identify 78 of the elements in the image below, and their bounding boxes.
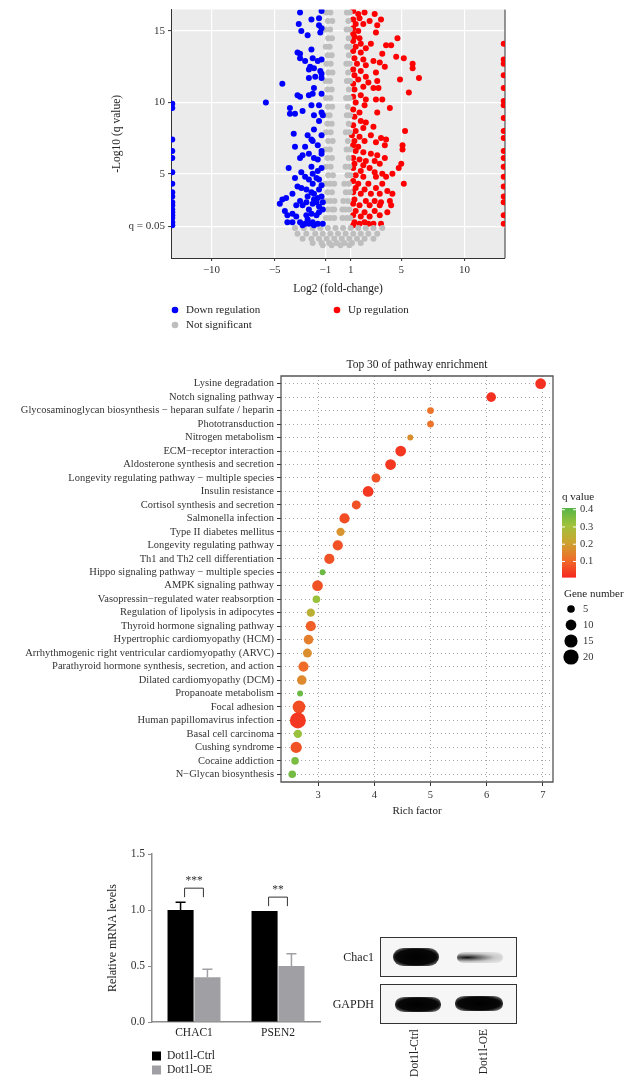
- x-tick-label: 7: [540, 789, 546, 801]
- y-tick-label: Regulation of lipolysis in adipocytes: [120, 606, 274, 618]
- category-label: GAPDH: [332, 997, 374, 1011]
- chart-title: Top 30 of pathway enrichment: [346, 358, 489, 372]
- y-tick-label: Vasopressin−regulated water reabsorption: [97, 592, 275, 604]
- legend-label: 15: [583, 634, 594, 646]
- y-tick-label: Dilated cardiomyopathy (DCM): [138, 673, 275, 686]
- y-tick-label: 1.0: [130, 903, 146, 916]
- x-tick-label: PSEN2: [261, 1025, 296, 1038]
- color-bar-label: 0.4: [580, 503, 594, 515]
- x-axis-title: Rich factor: [392, 804, 442, 817]
- x-tick-label: −1: [319, 263, 332, 276]
- y-tick-label: Longevity regulating pathway − multiple species: [68, 471, 274, 483]
- y-tick-label: 10: [154, 95, 166, 108]
- legend-label: 10: [583, 618, 594, 630]
- category-label: Dot1l-OE: [475, 1029, 490, 1075]
- x-tick-label: 4: [371, 789, 378, 801]
- y-tick-label: 1.5: [130, 847, 146, 860]
- x-tick-label: 6: [484, 789, 490, 801]
- color-bar-label: 0.3: [580, 520, 594, 532]
- x-tick-label: CHAC1: [175, 1025, 214, 1038]
- legend-label: Up regulation: [348, 302, 410, 315]
- category-label: Chac1: [343, 950, 374, 964]
- y-tick-label: Hypertrophic cardiomyopathy (HCM): [113, 633, 275, 646]
- x-tick-label: −5: [268, 263, 282, 276]
- y-tick-label: Longevity regulating pathway: [147, 539, 275, 551]
- legend-label: Not significant: [186, 317, 252, 330]
- x-tick-label: 3: [315, 789, 321, 801]
- y-tick-label: Aldosterone synthesis and secretion: [123, 458, 275, 470]
- y-axis-title: Relative mRNA levels: [105, 883, 120, 992]
- y-tick-label: Insulin resistance: [200, 485, 275, 497]
- y-tick-label: ECM−receptor interaction: [163, 444, 275, 456]
- x-axis-title: Log2 (fold-change): [293, 282, 384, 296]
- y-tick-label: Cushing syndrome: [194, 741, 275, 753]
- text: q = 0.05: [128, 219, 166, 232]
- y-tick-label: 0.0: [130, 1015, 146, 1028]
- y-tick-label: 0.5: [130, 959, 146, 972]
- x-tick-label: 10: [459, 263, 471, 276]
- y-tick-label: Notch signaling pathway: [169, 390, 275, 402]
- y-tick-label: Cortisol synthesis and secretion: [140, 498, 275, 510]
- legend-title: Gene number: [564, 586, 624, 599]
- y-tick-label: Focal adhesion: [210, 700, 275, 712]
- annotation: **: [272, 883, 284, 896]
- x-tick-label: 5: [398, 263, 405, 276]
- y-tick-label: Human papillomavirus infection: [137, 714, 275, 726]
- color-bar-title: q value: [562, 489, 595, 502]
- legend-label: 5: [583, 602, 589, 614]
- y-tick-label: Cocaine addiction: [197, 754, 275, 766]
- y-tick-label: N−Glycan biosynthesis: [175, 768, 274, 780]
- y-tick-label: Propanoate metabolism: [175, 687, 274, 699]
- y-tick-label: Glycosaminoglycan biosynthesis − heparan sulfate / heparin: [20, 404, 275, 416]
- x-tick-label: 1: [347, 263, 354, 276]
- annotation: ***: [185, 874, 203, 887]
- y-tick-label: Phototransduction: [197, 417, 275, 429]
- legend-label: Dot1l-OE: [167, 1063, 213, 1076]
- bar: [251, 911, 278, 1022]
- color-bar-label: 0.1: [580, 555, 594, 567]
- y-tick-label: Arrhythmogenic right ventricular cardiomyopathy (ARVC): [25, 646, 275, 659]
- y-tick-label: Parathyroid hormone synthesis, secretion, and action: [52, 660, 275, 672]
- y-axis-title: -Log10 (q value): [109, 94, 123, 173]
- y-tick-label: 15: [154, 23, 166, 36]
- x-tick-label: 5: [427, 789, 434, 801]
- y-tick-label: Thyroid hormone signaling pathway: [120, 619, 275, 631]
- x-tick-label: −10: [202, 263, 221, 276]
- y-tick-label: Nitrogen metabolism: [185, 431, 274, 443]
- category-label: Dot1l-Ctrl: [407, 1029, 422, 1077]
- y-tick-label: Salmonella infection: [186, 512, 275, 524]
- y-tick-label: Type II diabetes mellitus: [170, 525, 274, 537]
- y-tick-label: 5: [159, 166, 166, 179]
- y-tick-label: AMPK signaling pathway: [164, 579, 275, 591]
- y-tick-label: Th1 and Th2 cell differentiation: [139, 552, 275, 564]
- y-tick-label: Lysine degradation: [193, 377, 275, 389]
- legend-label: 20: [583, 650, 594, 662]
- y-tick-label: Basal cell carcinoma: [186, 727, 275, 739]
- color-bar-label: 0.2: [580, 537, 594, 549]
- legend-label: Dot1l-Ctrl: [167, 1049, 215, 1062]
- y-tick-label: Hippo signaling pathway − multiple species: [89, 566, 274, 578]
- legend-label: Down regulation: [186, 302, 261, 315]
